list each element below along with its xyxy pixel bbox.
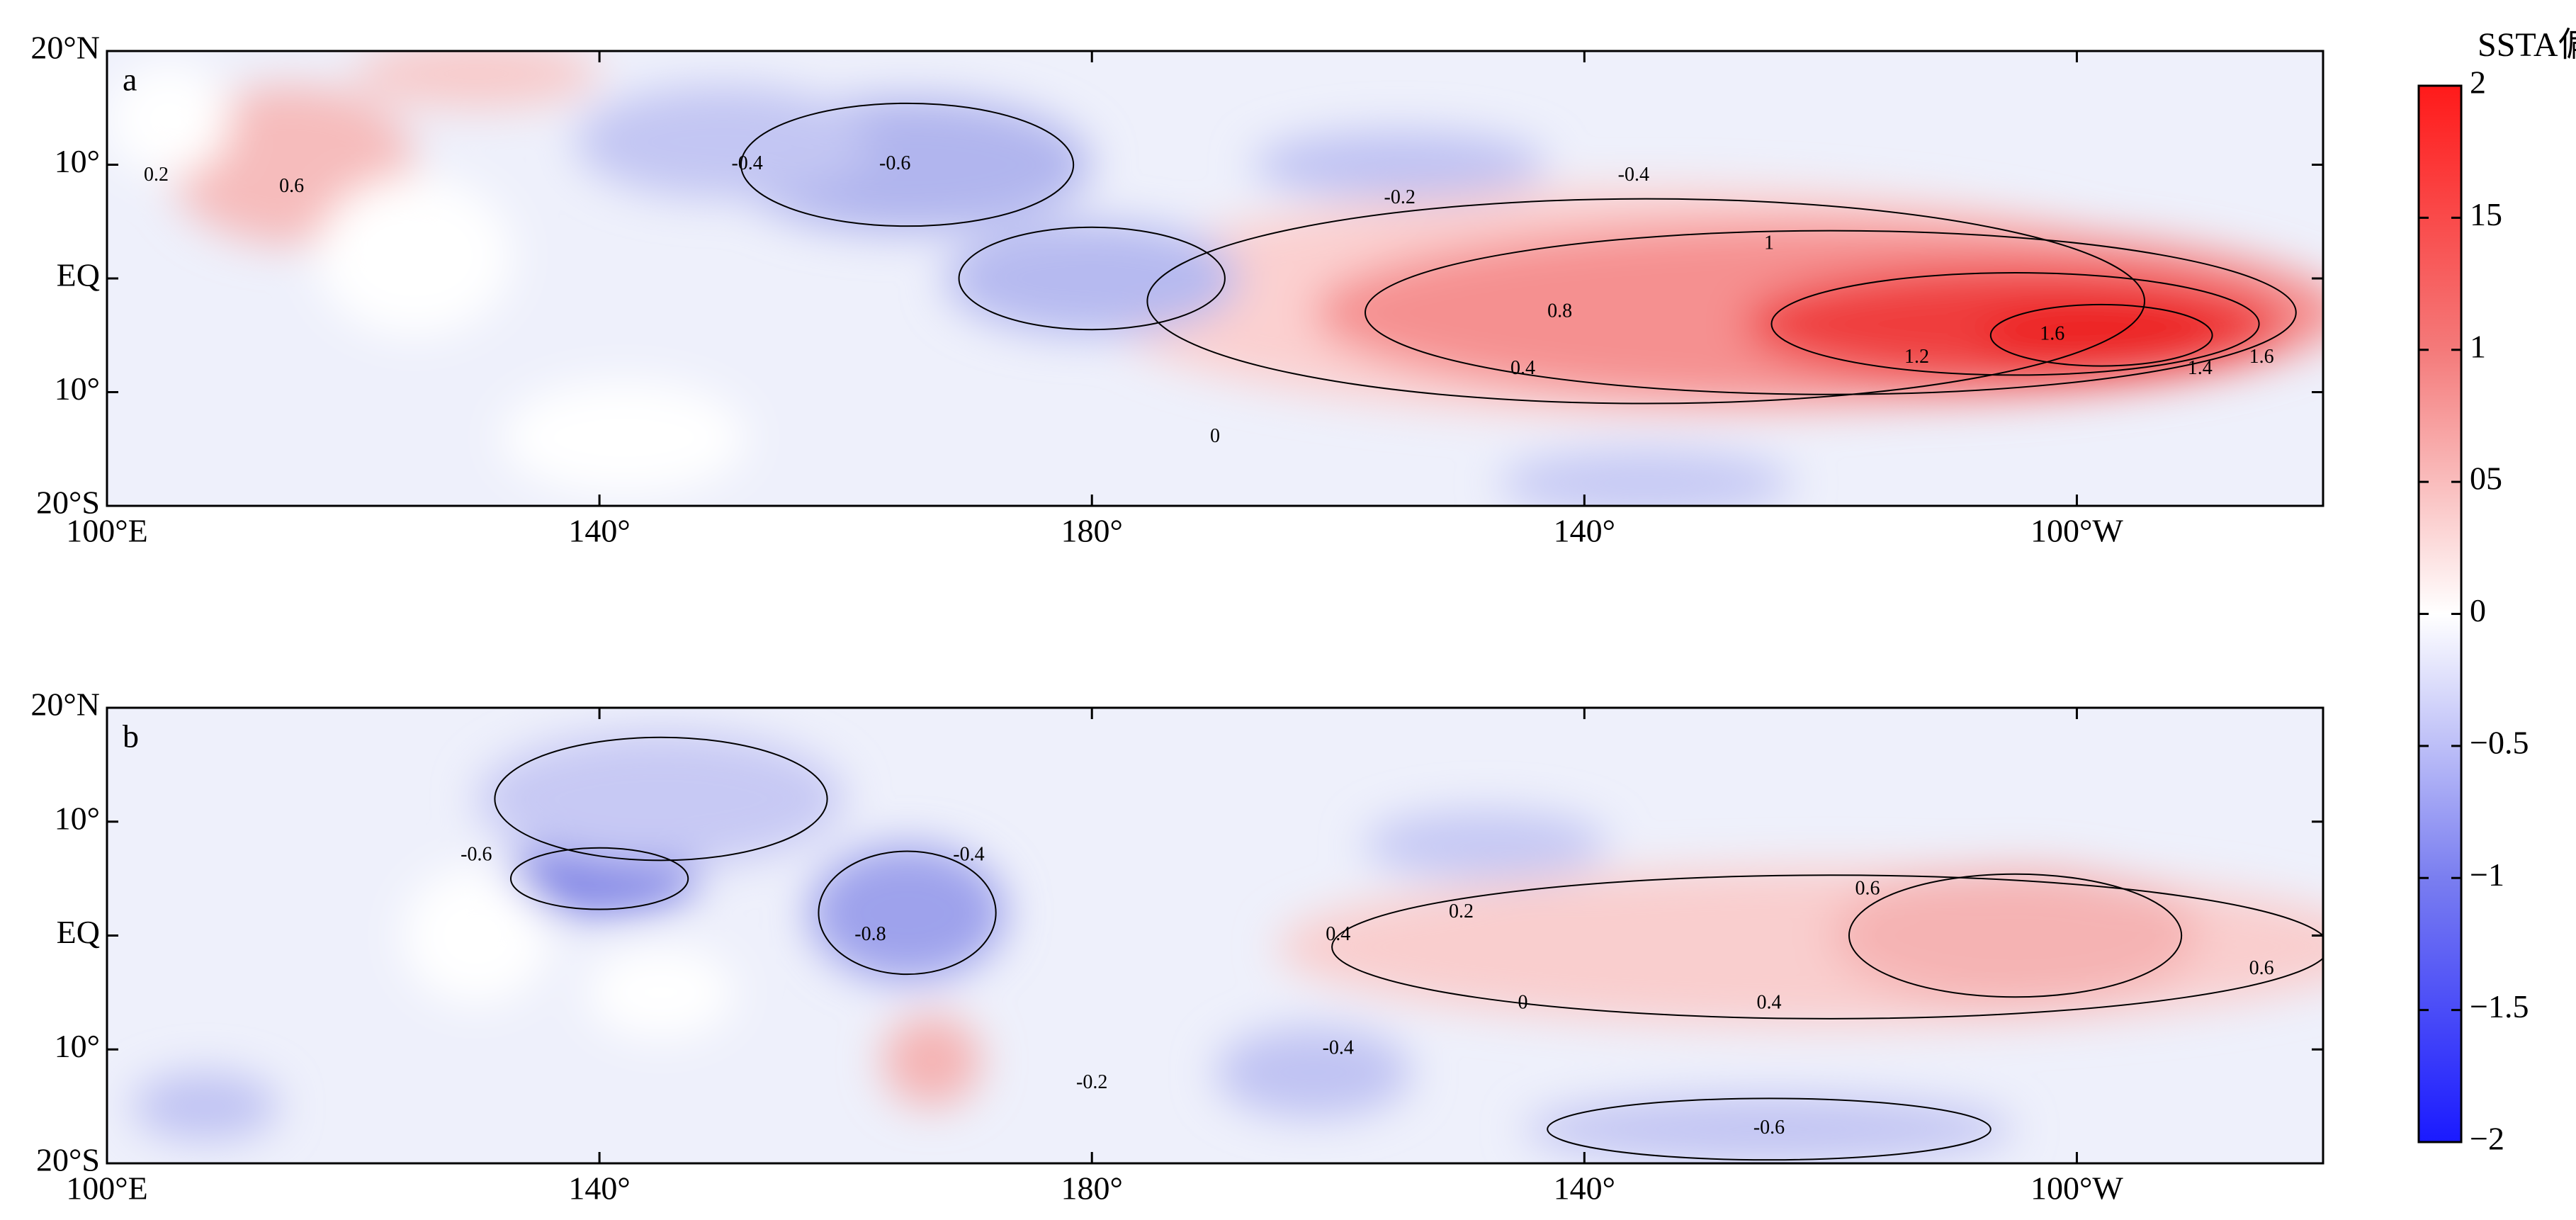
anomaly-region	[587, 947, 735, 1039]
contour-line	[494, 736, 828, 862]
x-tick-label: 140°	[1554, 513, 1615, 549]
contour-label: -0.2	[1384, 186, 1416, 208]
contour-line	[509, 847, 689, 910]
x-tick-label: 100°W	[2030, 1170, 2123, 1207]
contour-label: 0.2	[144, 164, 169, 186]
contour-label: -0.4	[953, 843, 984, 865]
anomaly-region	[882, 1015, 981, 1107]
anomaly-region	[944, 221, 1240, 336]
panel-label: a	[123, 62, 137, 98]
anomaly-region	[1277, 867, 2323, 1027]
contour-label: -0.4	[731, 152, 762, 174]
contour-label: 1	[1764, 232, 1774, 254]
anomaly-region	[1498, 448, 1794, 506]
x-tick-label: 140°	[568, 513, 630, 549]
colorbar-tick-label: −2	[2470, 1121, 2504, 1157]
x-tick-label: 100°W	[2030, 513, 2123, 549]
contour-label: -0.6	[879, 152, 910, 174]
panel-label: b	[123, 718, 139, 755]
y-tick-label: 20°S	[36, 1142, 100, 1178]
contour-line	[1331, 874, 2323, 1020]
contour-label: 0	[1210, 425, 1220, 447]
anomaly-region	[131, 1072, 280, 1141]
contour-label: -0.2	[1076, 1071, 1107, 1093]
colorbar-tick-label: −1.5	[2470, 988, 2529, 1024]
anomaly-region	[1978, 301, 2225, 370]
contour-line	[1770, 271, 2260, 376]
x-tick-label: 180°	[1061, 513, 1123, 549]
contour-line	[958, 226, 1226, 331]
contour-label: 1.6	[2249, 346, 2274, 368]
y-tick-label: 10°	[55, 143, 100, 179]
contour-label: 0.4	[1757, 991, 1782, 1013]
x-tick-label: 100°E	[66, 1170, 148, 1207]
anomaly-region	[1523, 1095, 2016, 1163]
y-tick-label: EQ	[57, 257, 100, 293]
contour-label: 0.6	[279, 175, 304, 197]
colorbar-tick-label: −0.5	[2470, 724, 2529, 760]
y-tick-label: 10°	[55, 1028, 100, 1064]
contour-label: 1.2	[1904, 346, 1929, 368]
contour-line	[1848, 873, 2183, 998]
contour-label: 0.8	[1547, 300, 1572, 322]
colorbar-tick-label: 05	[2470, 461, 2502, 497]
field-blobs	[107, 51, 2323, 506]
y-tick-label: 20°N	[30, 687, 100, 723]
contour-line	[818, 850, 997, 976]
anomaly-region	[1215, 1027, 1413, 1118]
contour-line	[1989, 303, 2213, 367]
anomaly-region	[501, 380, 747, 495]
contour-label: -0.4	[1618, 164, 1649, 186]
contour-label: 0.6	[2249, 957, 2274, 979]
contour-line	[1365, 230, 2297, 395]
contour-label: -0.6	[1753, 1117, 1785, 1139]
contour-line	[740, 102, 1075, 227]
anomaly-region	[808, 844, 1006, 981]
colorbar-tick-label: 2	[2470, 64, 2486, 101]
x-tick-label: 140°	[568, 1170, 630, 1207]
contour-label: -0.8	[854, 923, 886, 945]
anomaly-region	[107, 62, 230, 176]
y-tick-label: 10°	[55, 371, 100, 407]
anomaly-region	[476, 730, 846, 868]
anomaly-region	[575, 85, 871, 199]
contour-label: 0.6	[1855, 878, 1880, 900]
y-tick-label: 10°	[55, 800, 100, 836]
y-tick-label: EQ	[57, 914, 100, 950]
anomaly-region	[353, 51, 600, 108]
contour-label: 0	[1518, 991, 1527, 1013]
colorbar-title: SSTA偏度	[2478, 26, 2576, 64]
colorbar-tick-label: 1	[2470, 328, 2486, 364]
colorbar-tick-label: 15	[2470, 196, 2502, 232]
contour-label: -0.4	[1323, 1037, 1354, 1059]
contour-label: 0.4	[1510, 357, 1535, 379]
contour-label: 1.4	[2188, 357, 2213, 379]
contour-label: -0.6	[461, 843, 492, 865]
x-tick-label: 180°	[1061, 1170, 1123, 1207]
anomaly-region	[1252, 130, 1548, 199]
contour-label: 0.4	[1326, 923, 1350, 945]
contour-label: 1.6	[2040, 323, 2064, 345]
colorbar-tick-label: 0	[2470, 592, 2486, 628]
contour-line	[1146, 198, 2146, 405]
anomaly-region	[316, 176, 514, 336]
field	[107, 708, 2323, 1163]
contour-label: 0.2	[1449, 900, 1474, 922]
field	[107, 51, 2323, 506]
y-tick-label: 20°N	[30, 30, 100, 66]
anomaly-region	[1362, 810, 1610, 879]
anomaly-region	[1830, 867, 2201, 1004]
contour-line	[1547, 1097, 1992, 1161]
x-tick-label: 100°E	[66, 513, 148, 549]
y-tick-label: 20°S	[36, 485, 100, 521]
field-blobs	[131, 730, 2323, 1163]
x-tick-label: 140°	[1554, 1170, 1615, 1207]
colorbar-tick-label: −1	[2470, 857, 2504, 893]
anomaly-region	[402, 867, 550, 1004]
